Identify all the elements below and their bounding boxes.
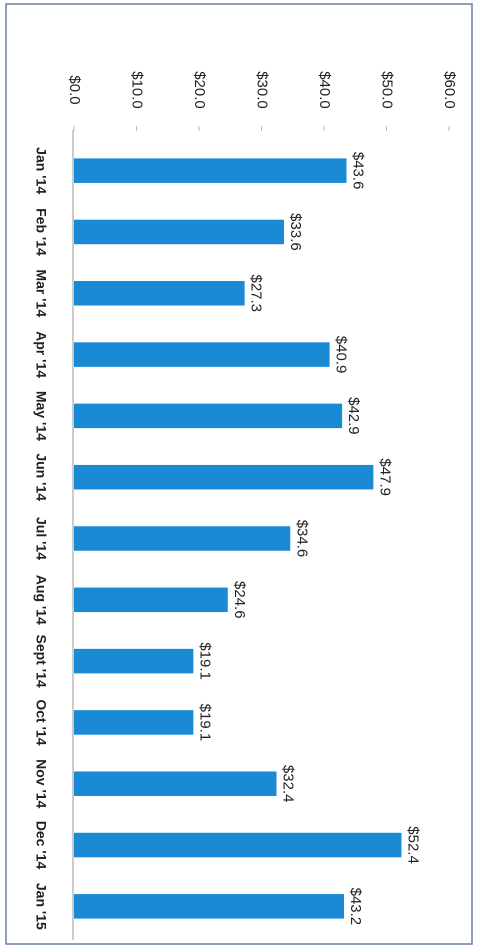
x-tick-label: Oct '14 [33,699,49,745]
y-tick-label: $30.0 [254,71,271,109]
x-tick-label: Aug '14 [33,575,49,625]
bar [74,526,291,551]
data-label: $24.6 [231,581,248,619]
y-tick-label: $0.0 [66,75,83,104]
data-label: $33.6 [287,213,304,251]
bar [74,832,402,858]
x-tick-label: Apr '14 [33,331,49,378]
x-tick-label: Feb '14 [33,208,49,256]
data-label: $43.2 [347,888,364,926]
bar [74,464,374,490]
bar [74,281,245,306]
bar [74,771,277,796]
data-label: $47.9 [376,458,393,496]
x-tick-label: Mar '14 [33,269,49,317]
data-label: $52.4 [405,826,422,864]
bar [74,710,194,735]
data-label: $34.6 [293,520,310,558]
bar [74,587,228,613]
chart-frame [5,3,473,945]
x-tick-label: Dec '14 [33,821,49,870]
x-tick-label: Sept '14 [33,635,49,688]
bar [74,219,284,245]
x-tick-label: May '14 [33,391,49,441]
data-label: $19.1 [196,642,213,680]
bar [74,894,344,919]
x-tick-label: Jun '14 [33,453,49,501]
y-tick-label: $20.0 [191,71,208,109]
data-label: $27.3 [248,274,265,312]
x-tick-label: Jan '14 [33,147,49,194]
data-label: $42.9 [345,397,362,435]
bar [74,158,347,183]
x-tick-label: Jan '15 [33,883,49,930]
y-tick-label: $50.0 [379,71,396,109]
y-tick-label: $60.0 [441,71,458,109]
bar [74,342,330,367]
x-tick-label: Jul '14 [33,517,49,560]
bar [74,403,343,429]
y-tick-label: $40.0 [316,71,333,109]
data-label: $40.9 [333,336,350,374]
data-label: $32.4 [280,765,297,803]
bar [74,648,194,674]
x-tick-label: Nov '14 [33,759,49,808]
data-label: $19.1 [196,704,213,742]
y-tick-label: $10.0 [129,71,146,109]
data-label: $43.6 [350,152,367,190]
